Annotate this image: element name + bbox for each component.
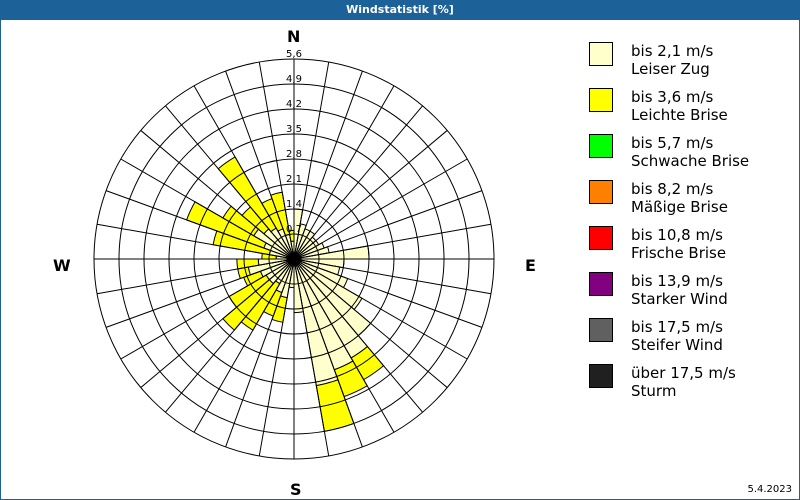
compass-south-label: S	[290, 480, 302, 499]
radial-tick-label: 5,6	[286, 49, 302, 60]
legend-range: bis 17,5 m/s	[631, 318, 723, 336]
legend-label: Steifer Wind	[631, 336, 723, 354]
legend-swatch	[589, 134, 613, 158]
radial-tick-label: 3,5	[286, 124, 302, 135]
radial-tick-label: 1,4	[286, 199, 302, 210]
legend-swatch	[589, 226, 613, 250]
legend-label: Schwache Brise	[631, 152, 750, 170]
date-label: 5.4.2023	[747, 484, 792, 495]
legend-range: bis 5,7 m/s	[631, 134, 714, 152]
legend-range: bis 13,9 m/s	[631, 272, 723, 290]
legend-swatch	[589, 88, 613, 112]
legend-swatch	[589, 180, 613, 204]
legend-label: Starker Wind	[631, 290, 728, 308]
legend-swatch	[589, 272, 613, 296]
legend-range: bis 3,6 m/s	[631, 88, 714, 106]
legend-label: Frische Brise	[631, 244, 727, 262]
radial-tick-label: 2,8	[286, 149, 302, 160]
radial-tick-label: 4,2	[286, 99, 302, 110]
legend-swatch	[589, 364, 613, 388]
radial-tick-label: 2,1	[286, 174, 302, 185]
radial-tick-label: 4,9	[286, 74, 302, 85]
radial-tick-label: 0,7	[286, 224, 302, 235]
legend-label: Leichte Brise	[631, 106, 728, 124]
legend-swatch	[589, 318, 613, 342]
legend-label: Sturm	[631, 382, 677, 400]
compass-east-label: E	[525, 256, 536, 275]
legend-label: Leiser Zug	[631, 60, 710, 78]
compass-north-label: N	[287, 27, 301, 46]
legend-range: bis 2,1 m/s	[631, 42, 714, 60]
legend-swatch	[589, 42, 613, 66]
legend-range: bis 10,8 m/s	[631, 226, 723, 244]
legend-label: Mäßige Brise	[631, 198, 728, 216]
legend-range: bis 8,2 m/s	[631, 180, 714, 198]
legend-range: über 17,5 m/s	[631, 364, 736, 382]
compass-west-label: W	[53, 256, 71, 275]
chart-title: Windstatistik [%]	[0, 0, 800, 20]
